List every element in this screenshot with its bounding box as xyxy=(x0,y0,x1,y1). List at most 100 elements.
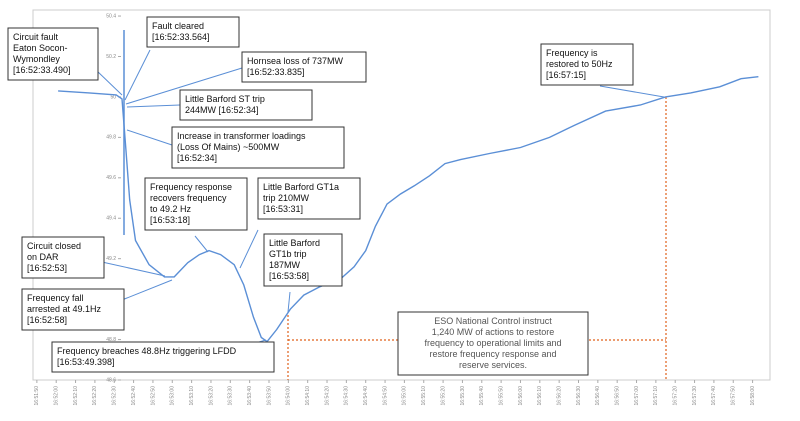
x-tick-label: 16:54:20 xyxy=(324,386,330,406)
x-tick-label: 16:55:00 xyxy=(402,386,408,406)
annotation-text: Little Barford ST trip xyxy=(185,94,265,104)
annotation-text: Circuit closed xyxy=(27,241,81,251)
y-tick-label: 48.6 xyxy=(106,377,116,383)
annotation-text: [16:53:18] xyxy=(150,215,190,225)
annotation-text: Little Barford xyxy=(269,238,320,248)
annotation-text: [16:52:34] xyxy=(177,153,217,163)
annotation-text: Little Barford GT1a xyxy=(263,182,339,192)
annotation-text: [16:52:33.490] xyxy=(13,65,71,75)
x-tick-label: 16:53:50 xyxy=(266,386,272,406)
x-tick-label: 16:56:40 xyxy=(595,386,601,406)
x-tick-label: 16:53:00 xyxy=(170,386,176,406)
x-tick-label: 16:53:40 xyxy=(247,386,253,406)
annotation-text: Frequency is xyxy=(546,48,598,58)
annotation-text: GT1b trip xyxy=(269,249,307,259)
x-tick-label: 16:54:40 xyxy=(363,386,369,406)
x-tick-label: 16:54:00 xyxy=(286,386,292,406)
annotation-text: Circuit fault xyxy=(13,32,59,42)
x-tick-label: 16:55:20 xyxy=(440,386,446,406)
annotation-box xyxy=(263,233,343,287)
annotation-text: Hornsea loss of 737MW xyxy=(247,56,344,66)
annotation-box xyxy=(540,43,634,86)
annotation-box xyxy=(21,236,105,279)
x-tick-label: 16:53:30 xyxy=(228,386,234,406)
annotation-text: 187MW xyxy=(269,260,301,270)
y-tick-label: 50.4 xyxy=(106,13,116,19)
annotation-text: restore frequency response and xyxy=(429,349,556,359)
x-tick-label: 16:55:10 xyxy=(421,386,427,406)
y-tick-label: 50.2 xyxy=(106,54,116,60)
annotation-box xyxy=(144,177,248,231)
annotation-text: arrested at 49.1Hz xyxy=(27,304,102,314)
annotation: Frequency breaches 48.8Hz triggering LFD… xyxy=(51,341,275,373)
annotation-text: [16:57:15] xyxy=(546,70,586,80)
annotation-text: [16:53:49.398] xyxy=(57,357,115,367)
annotation-text: Fault cleared xyxy=(152,21,204,31)
x-tick-label: 16:52:40 xyxy=(131,386,137,406)
y-tick-label: 49.2 xyxy=(106,256,116,262)
y-tick-label: 50 xyxy=(110,94,116,100)
annotation-box xyxy=(397,311,589,376)
annotation-text: Increase in transformer loadings xyxy=(177,131,306,141)
x-tick-label: 16:56:30 xyxy=(576,386,582,406)
annotation-box xyxy=(241,51,367,83)
annotation-text: [16:52:33.564] xyxy=(152,32,210,42)
x-tick-label: 16:53:20 xyxy=(208,386,214,406)
annotation-text: frequency to operational limits and xyxy=(424,338,561,348)
annotation-text: recovers frequency xyxy=(150,193,227,203)
annotation-box xyxy=(257,177,361,220)
annotation-text: [16:52:53] xyxy=(27,263,67,273)
annotation-box xyxy=(51,341,275,373)
annotation: Increase in transformer loadings(Loss Of… xyxy=(171,126,345,169)
x-tick-label: 16:51:50 xyxy=(34,386,40,406)
annotation-box xyxy=(171,126,345,169)
annotation-box xyxy=(21,288,125,331)
x-tick-label: 16:52:10 xyxy=(73,386,79,406)
y-tick-label: 48.8 xyxy=(106,337,116,343)
annotation-text: Wymondley xyxy=(13,54,60,64)
x-tick-label: 16:54:30 xyxy=(344,386,350,406)
y-tick-label: 49.8 xyxy=(106,135,116,141)
annotation-text: (Loss Of Mains) ~500MW xyxy=(177,142,280,152)
x-tick-label: 16:52:50 xyxy=(150,386,156,406)
annotation-text: 1,240 MW of actions to restore xyxy=(432,327,555,337)
annotation-text: reserve services. xyxy=(459,360,527,370)
annotation-box xyxy=(7,27,99,81)
x-tick-label: 16:55:30 xyxy=(460,386,466,406)
annotation-text: restored to 50Hz xyxy=(546,59,613,69)
x-tick-label: 16:57:40 xyxy=(711,386,717,406)
x-tick-label: 16:57:20 xyxy=(673,386,679,406)
x-tick-label: 16:58:00 xyxy=(750,386,756,406)
x-tick-label: 16:56:20 xyxy=(556,386,562,406)
annotation-text: Eaton Socon- xyxy=(13,43,68,53)
annotation-text: [16:52:33.835] xyxy=(247,67,305,77)
x-tick-label: 16:54:10 xyxy=(305,386,311,406)
annotation-text: [16:53:31] xyxy=(263,204,303,214)
y-tick-label: 49.4 xyxy=(106,216,116,222)
annotation-text: Frequency fall xyxy=(27,293,84,303)
annotation-box xyxy=(146,16,240,48)
x-tick-label: 16:56:50 xyxy=(615,386,621,406)
annotation-text: 244MW [16:52:34] xyxy=(185,105,259,115)
x-tick-label: 16:55:50 xyxy=(498,386,504,406)
annotation: Fault cleared[16:52:33.564] xyxy=(146,16,240,48)
annotation-text: Frequency response xyxy=(150,182,232,192)
x-tick-label: 16:56:00 xyxy=(518,386,524,406)
x-tick-label: 16:57:50 xyxy=(731,386,737,406)
annotation-text: on DAR xyxy=(27,252,59,262)
annotation-box xyxy=(179,89,313,121)
annotation-text: [16:53:58] xyxy=(269,271,309,281)
annotation-text: trip 210MW xyxy=(263,193,310,203)
x-tick-label: 16:57:00 xyxy=(634,386,640,406)
annotation: Hornsea loss of 737MW[16:52:33.835] xyxy=(241,51,367,83)
frequency-line xyxy=(58,76,759,343)
